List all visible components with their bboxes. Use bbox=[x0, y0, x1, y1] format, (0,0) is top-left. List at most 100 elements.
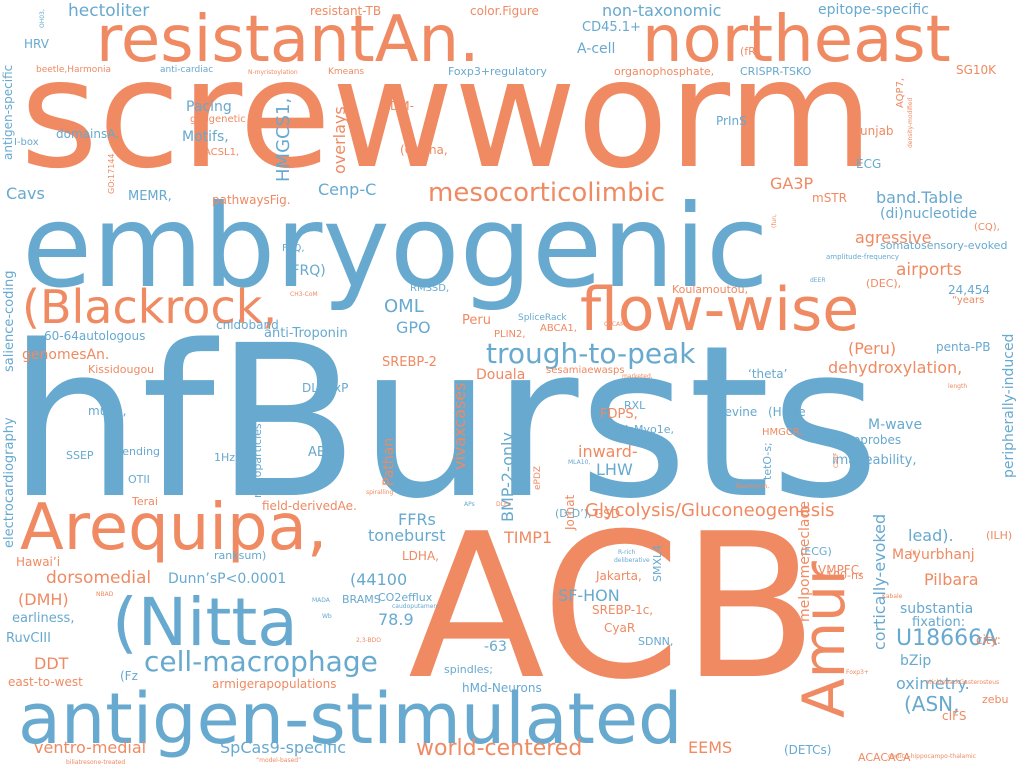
word: Pacing bbox=[186, 99, 232, 115]
word: agressive bbox=[855, 228, 932, 247]
word: RuvCIII bbox=[6, 631, 51, 646]
word: Arequipa, bbox=[20, 491, 328, 565]
word: 20ms; bbox=[606, 483, 644, 497]
word: ECG bbox=[856, 157, 882, 171]
word: embryogenic bbox=[22, 180, 769, 313]
word: Levine bbox=[718, 405, 758, 419]
word: hfBursts bbox=[8, 300, 880, 545]
word: (fun, bbox=[771, 214, 778, 228]
word: (ECG) bbox=[800, 545, 832, 558]
word: Terai bbox=[132, 495, 158, 508]
word: Cenp-C bbox=[318, 180, 377, 199]
word: 2,3-BDO bbox=[356, 637, 381, 644]
word: DM- bbox=[390, 99, 414, 113]
word: FAQ, bbox=[282, 243, 305, 254]
word: antigen-specific bbox=[1, 64, 15, 160]
word: nanoparticlesTo bbox=[251, 411, 264, 498]
word: (di)nucleotide bbox=[880, 206, 978, 222]
word: ABCA1, bbox=[540, 323, 577, 334]
word: (DEC), bbox=[866, 277, 902, 290]
word: (CQ), bbox=[974, 222, 1000, 233]
word: Microprobes bbox=[828, 433, 902, 447]
word: ePDZ bbox=[533, 465, 543, 490]
word: PrInS bbox=[716, 114, 747, 128]
word: biliatresone-treated bbox=[66, 759, 126, 766]
word: substantia bbox=[900, 601, 974, 617]
word: FDPS, bbox=[600, 407, 638, 422]
word: GA3P bbox=[770, 174, 814, 193]
word: deliberative bbox=[614, 557, 650, 564]
word: CD45.1+ bbox=[582, 20, 641, 35]
word: length bbox=[948, 383, 968, 390]
word: MLA10, bbox=[568, 459, 591, 466]
word: Koulamoutou, bbox=[672, 283, 749, 296]
word: salience-coding bbox=[2, 270, 17, 373]
word: Douala bbox=[476, 367, 526, 383]
word: DDT bbox=[34, 654, 69, 673]
word: flow-wise bbox=[580, 275, 860, 345]
word: tetO-s; bbox=[761, 442, 774, 480]
word: GPO bbox=[396, 318, 431, 337]
word: SSEP bbox=[66, 449, 94, 462]
word: DLFs bbox=[496, 501, 511, 508]
word: resistant-TB bbox=[310, 4, 382, 18]
word: TIMP1 bbox=[504, 528, 553, 547]
word: screwworm bbox=[20, 28, 874, 202]
word: (D-D’), bbox=[555, 507, 592, 520]
word: (FRQ) bbox=[286, 263, 326, 279]
word: HMGCS1, bbox=[273, 97, 294, 182]
word: vivaxcases bbox=[450, 382, 469, 471]
word: melpomeneclade bbox=[797, 501, 813, 622]
word: amplitude-frequency bbox=[826, 253, 900, 261]
word: armigerapopulations bbox=[212, 677, 337, 691]
word: PLIN2, bbox=[494, 329, 526, 340]
word: SDNN, bbox=[638, 635, 674, 648]
word: (ILH) bbox=[986, 529, 1013, 542]
word: marketed, bbox=[622, 373, 653, 380]
word: M-wave bbox=[868, 417, 923, 433]
word: Peru bbox=[462, 313, 491, 328]
word: pathwaysFig. bbox=[212, 193, 291, 207]
word: world-centered bbox=[416, 736, 583, 761]
word: -63 bbox=[484, 639, 507, 655]
word: CO2efflux bbox=[378, 591, 433, 604]
word: (Fz bbox=[120, 669, 138, 683]
word: “years bbox=[952, 295, 985, 306]
word: R-rich bbox=[618, 549, 636, 556]
word: Pilbara bbox=[924, 570, 979, 589]
word: CH3-CoM bbox=[290, 291, 318, 298]
word: cnidoband bbox=[216, 318, 279, 332]
word: EEMS bbox=[688, 738, 733, 757]
word: antigen-stimulated bbox=[18, 678, 683, 760]
word: Pathan bbox=[381, 437, 397, 486]
word: sticklebackGasterosteus bbox=[926, 679, 1000, 686]
word: imageability, bbox=[832, 453, 917, 468]
word: (44100 bbox=[350, 570, 408, 589]
word: HsMyo1e, bbox=[620, 423, 674, 436]
word: Kissidougou bbox=[88, 363, 155, 376]
word: Bleomycin, bbox=[736, 483, 770, 490]
word: cIFS bbox=[942, 709, 967, 723]
word: (ASN, bbox=[904, 692, 960, 716]
word: Motifs, bbox=[182, 129, 229, 145]
word: earliness, bbox=[12, 611, 75, 626]
word: (DETCs) bbox=[784, 743, 832, 757]
word: Foxp3+regulatory bbox=[448, 65, 547, 78]
word: HMGCR, bbox=[762, 427, 804, 438]
word: ranksum) bbox=[214, 549, 267, 562]
word: hMd-Neurons bbox=[462, 681, 542, 695]
word: Foxp3+ bbox=[846, 669, 869, 676]
word: BRAMS bbox=[342, 593, 381, 606]
word: DLNxxP bbox=[302, 381, 349, 395]
word: beetle,Harmonia bbox=[36, 65, 112, 75]
word: ventro-medial bbox=[34, 738, 147, 757]
word: peripherally-induced bbox=[1001, 333, 1017, 478]
word: U18666A bbox=[896, 626, 998, 651]
word: organophosphate, bbox=[614, 65, 715, 78]
word: VMPFC, bbox=[818, 563, 863, 577]
word: non-taxonomic bbox=[602, 1, 722, 20]
word: BMP-2-only bbox=[498, 432, 517, 522]
word: MADA bbox=[312, 597, 330, 604]
word: field-derivedAe. bbox=[262, 499, 357, 513]
